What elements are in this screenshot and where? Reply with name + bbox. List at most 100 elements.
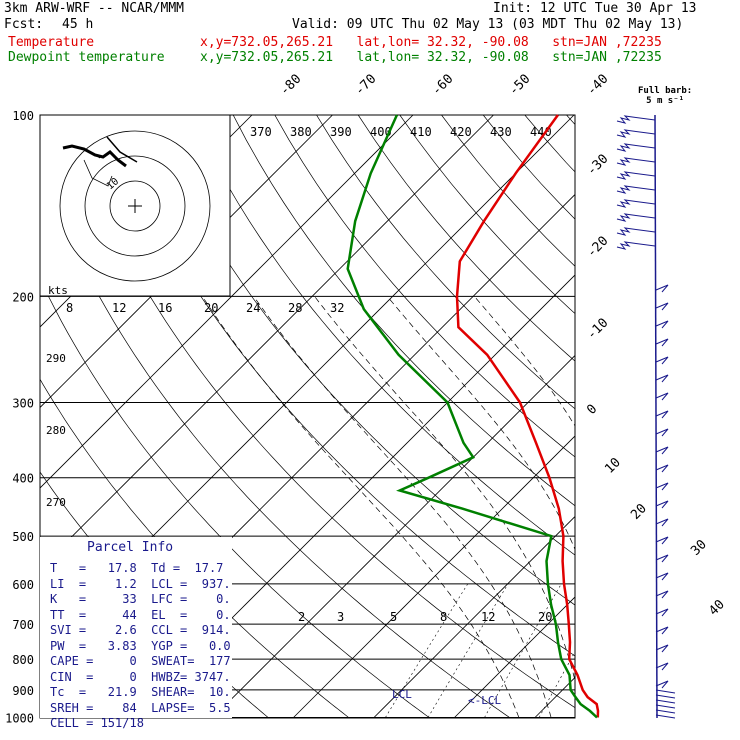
dry-adiabat-line [566,115,575,126]
init-time: Init: 12 UTC Tue 30 Apr 13 [493,1,697,16]
temperature-tick-label: -60 [429,72,456,99]
wind-barb [655,410,669,419]
theta-label: 400 [370,125,392,139]
wind-barb [655,608,669,617]
wind-barb [655,689,676,694]
wind-barb [616,143,656,152]
parcel-info-title: Parcel Info [87,540,174,555]
parcel-info-row: CAPE = 0 SWEAT= 177 [50,654,231,668]
isotherm-line [616,115,740,718]
moist-adiabat-line [677,296,722,717]
mixing-ratio-label: 5 [390,610,397,624]
wind-barb [616,185,656,194]
parcel-info-row: PW = 3.83 YGP = 0.0 [50,638,231,653]
isotherm-line [212,354,575,718]
dewpoint-legend-label: Dewpoint temperature [8,50,165,65]
wind-staff [654,114,658,719]
wind-barb [655,284,669,293]
dry-adiabat-line [650,115,740,730]
parcel-info-row: CIN = 0 HWBZ= 3747. [50,669,231,684]
isotherm-line [534,676,575,718]
parcel-info-row: SREH = 84 LAPSE= 5.5 [50,700,231,715]
isotherm-line [132,274,575,718]
temperature-tick-label: -50 [506,72,533,99]
hodograph-units-label: kts [48,284,68,297]
wind-barb [616,171,656,180]
dry-adiabat-line [482,115,575,220]
parcel-info-panel: Parcel Info T = 17.8 Td = 17.7 LI = 1.2 L… [40,537,232,730]
mixing-ratio-line [385,583,469,718]
pressure-tick-label: 1000 [5,712,34,726]
temperature-tick-label: 20 [628,501,650,523]
temperature-tick-label: -20 [584,234,611,261]
wind-barb [616,213,656,222]
wind-barb [655,694,676,699]
theta-label: 380 [290,125,312,139]
dry-adiabat-line [274,115,575,458]
moist-adiabat-label: 16 [158,301,172,315]
wind-barb [655,518,669,527]
isotherm-line [40,115,333,409]
parcel-info-rows: T = 17.8 Td = 17.7 LI = 1.2 LCL = 937. K =… [50,561,231,732]
dewpoint-legend-info: x,y=732.05,265.21 lat,lon= 32.32, -90.08… [200,50,662,65]
temperature-tick-label: 40 [706,597,728,619]
pressure-tick-label: 700 [12,618,34,632]
wind-barb [655,536,669,545]
temperature-tick-label: -40 [584,72,611,99]
wind-barb [655,680,669,689]
moist-adiabat-label: 12 [112,301,126,315]
isotherm-line [293,435,575,718]
pressure-tick-label: 100 [12,109,34,123]
lcl-label-left: LCL [392,688,412,701]
dry-adiabat-line [441,115,575,267]
mixing-ratio-label: 8 [440,610,447,624]
parcel-info-row: TT = 44 EL = 0. [50,607,231,622]
moist-adiabat-line [387,296,575,551]
wind-barb [655,320,669,329]
wind-barb [616,199,656,208]
theta-label: 370 [250,125,272,139]
isotherm-line [40,115,494,570]
temperature-tick-label: -10 [584,316,611,343]
temperature-tick-label: -30 [584,152,611,179]
wind-barb [655,428,669,437]
parcel-info-row: T = 17.8 Td = 17.7 [50,561,224,575]
dry-adiabat-line [733,115,740,730]
theta-label-left: 290 [46,352,66,365]
moist-adiabat-line [202,296,520,718]
temperature-tick-label: 30 [688,537,710,559]
dry-adiabat-line [107,115,575,657]
temperature-series-line [455,114,600,718]
wind-barb [655,392,669,401]
pressure-tick-label: 400 [12,472,34,486]
pressure-tick-label: 800 [12,653,34,667]
temperature-tick-label: 10 [602,455,624,477]
moist-adiabat-label: 8 [66,301,73,315]
dry-adiabat-line [316,115,575,410]
wind-legend-line2: 5 m s⁻¹ [646,96,685,106]
theta-label: 440 [530,125,552,139]
dry-adiabat-line [191,115,575,556]
theta-label: 410 [410,125,432,139]
mixing-ratio-label: 20 [538,610,552,624]
lcl-label-right: <-LCL [468,694,502,707]
theta-label: 430 [490,125,512,139]
temperature-tick-label: -80 [277,72,304,99]
valid-time: Valid: 09 UTC Thu 02 May 13 (03 MDT Thu … [292,17,684,32]
parcel-info-row: LI = 1.2 LCL = 937. [50,576,231,591]
dewpoint-series-line [346,114,598,719]
temperature-tick-label: 0 [584,402,600,418]
theta-label-left: 280 [46,424,66,437]
dry-adiabat-line [149,115,575,606]
moist-adiabat-label: 24 [246,301,260,315]
theta-label: 420 [450,125,472,139]
pressure-tick-label: 500 [12,530,34,544]
dry-adiabat-line [66,115,575,709]
wind-barb [655,644,669,653]
wind-barb [616,227,656,236]
wind-barb [655,709,676,714]
wind-barb [655,482,669,491]
temperature-tick-label: -70 [352,72,379,99]
parcel-info-row: K = 33 LFC = 0. [50,592,231,606]
